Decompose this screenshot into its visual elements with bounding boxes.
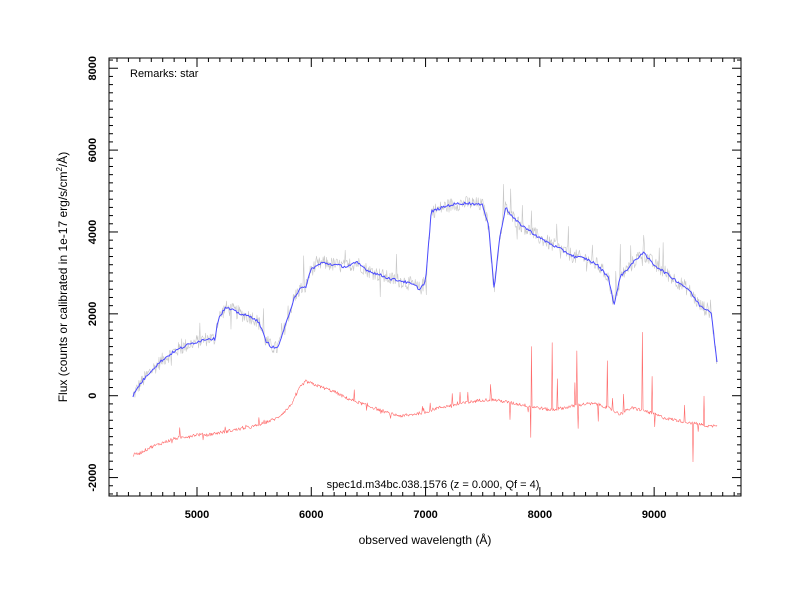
x-tick-label: 5000 xyxy=(185,509,209,521)
remarks-label: Remarks: star xyxy=(130,68,199,80)
x-tick-label: 8000 xyxy=(528,509,552,521)
x-axis-label: observed wavelength (Å) xyxy=(359,532,492,547)
smoothed-spectrum-line xyxy=(132,201,718,398)
y-tick-label: 2000 xyxy=(87,302,99,326)
series-layer xyxy=(132,183,718,463)
y-axis-label-tail: /Å) xyxy=(55,152,70,167)
y-axis-label-superscript: 2 xyxy=(55,167,64,172)
error-spectrum-line xyxy=(132,331,718,463)
x-tick-label: 9000 xyxy=(642,509,666,521)
x-tick-label: 7000 xyxy=(413,509,437,521)
y-tick-label: 6000 xyxy=(87,138,99,162)
plot-frame xyxy=(108,57,742,497)
spectrum-caption: spec1d.m34bc.038.1576 (z = 0.000, Qf = 4… xyxy=(327,479,540,491)
ticks-layer: 5000 6000 7000 8000 9000 -2000 0 2000 4000 6000 80… xyxy=(87,56,741,521)
y-axis-label: Flux (counts or calibrated in 1e-17 erg/… xyxy=(55,152,70,403)
y-tick-label: 0 xyxy=(87,393,99,399)
y-tick-label: -2000 xyxy=(87,464,99,492)
y-tick-label: 8000 xyxy=(87,56,99,80)
y-tick-label: 4000 xyxy=(87,220,99,244)
x-tick-label: 6000 xyxy=(299,509,323,521)
y-axis-label-main: Flux (counts or calibrated in 1e-17 erg/… xyxy=(56,172,70,403)
